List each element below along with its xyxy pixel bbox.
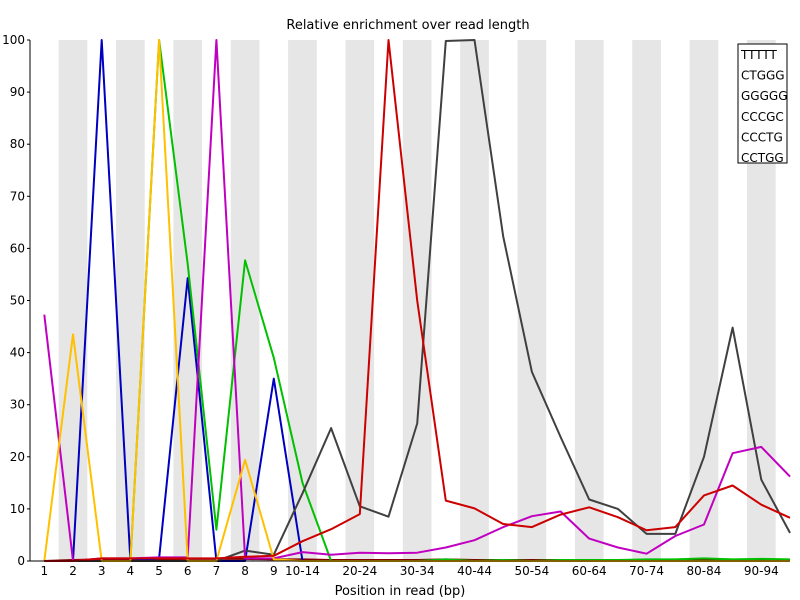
x-tick-label: 80-84 — [687, 564, 722, 578]
x-tick-label: 40-44 — [457, 564, 492, 578]
x-tick-label: 3 — [98, 564, 106, 578]
y-axis-ticks: 0 10 20 30 40 50 60 70 80 90 100 — [2, 33, 30, 568]
grid-band — [288, 40, 317, 561]
x-tick-label: 9 — [270, 564, 278, 578]
x-tick-label: 7 — [213, 564, 221, 578]
grid-band — [173, 40, 203, 561]
x-tick-label: 30-34 — [400, 564, 435, 578]
x-tick-label: 10-14 — [285, 564, 320, 578]
y-tick-label: 90 — [10, 85, 25, 99]
x-tick-label: 4 — [127, 564, 135, 578]
x-axis-ticks: 1 2 3 4 5 6 7 8 9 10-14 20-24 30-34 40-44 50-54 60-64 7… — [41, 564, 779, 578]
grid-band — [632, 40, 661, 561]
x-axis-label: Position in read (bp) — [335, 584, 466, 599]
x-tick-label: 2 — [69, 564, 77, 578]
legend-box — [737, 43, 788, 164]
grid-band — [517, 40, 547, 561]
grid-band — [689, 40, 719, 561]
y-tick-label: 30 — [10, 398, 25, 412]
grid-band — [345, 40, 375, 561]
x-tick-label: 90-94 — [744, 564, 779, 578]
grid-band — [460, 40, 489, 561]
x-tick-label: 60-64 — [572, 564, 607, 578]
x-tick-label: 5 — [155, 564, 163, 578]
legend: TTTTT CTGGG GGGGG CCCGC CCCTG CCTGG — [737, 43, 788, 165]
x-tick-label: 1 — [41, 564, 49, 578]
x-tick-label: 8 — [241, 564, 249, 578]
y-tick-label: 0 — [17, 554, 25, 568]
y-tick-label: 10 — [10, 502, 25, 516]
legend-entry: GGGGG — [741, 89, 788, 103]
y-tick-label: 80 — [10, 137, 25, 151]
grid-band — [116, 40, 145, 561]
series-line — [44, 39, 791, 562]
x-tick-label: 50-54 — [514, 564, 549, 578]
x-tick-label: 20-24 — [342, 564, 377, 578]
y-tick-label: 100 — [2, 33, 25, 47]
alternating-grid-bands — [58, 40, 776, 561]
y-tick-label: 20 — [10, 450, 25, 464]
chart-title: Relative enrichment over read length — [286, 18, 529, 33]
x-tick-label: 6 — [184, 564, 192, 578]
grid-band — [574, 40, 604, 561]
legend-entry: CCCGC — [741, 110, 784, 124]
y-tick-label: 50 — [10, 294, 25, 308]
x-tick-label: 70-74 — [629, 564, 664, 578]
legend-entry: CCCTG — [741, 130, 783, 144]
grid-band — [230, 40, 260, 561]
legend-entry: CTGGG — [741, 69, 785, 83]
y-tick-label: 40 — [10, 346, 25, 360]
y-tick-label: 60 — [10, 241, 25, 255]
legend-entry: TTTTT — [740, 48, 777, 62]
y-tick-label: 70 — [10, 189, 25, 203]
legend-entry: CCTGG — [741, 151, 784, 165]
